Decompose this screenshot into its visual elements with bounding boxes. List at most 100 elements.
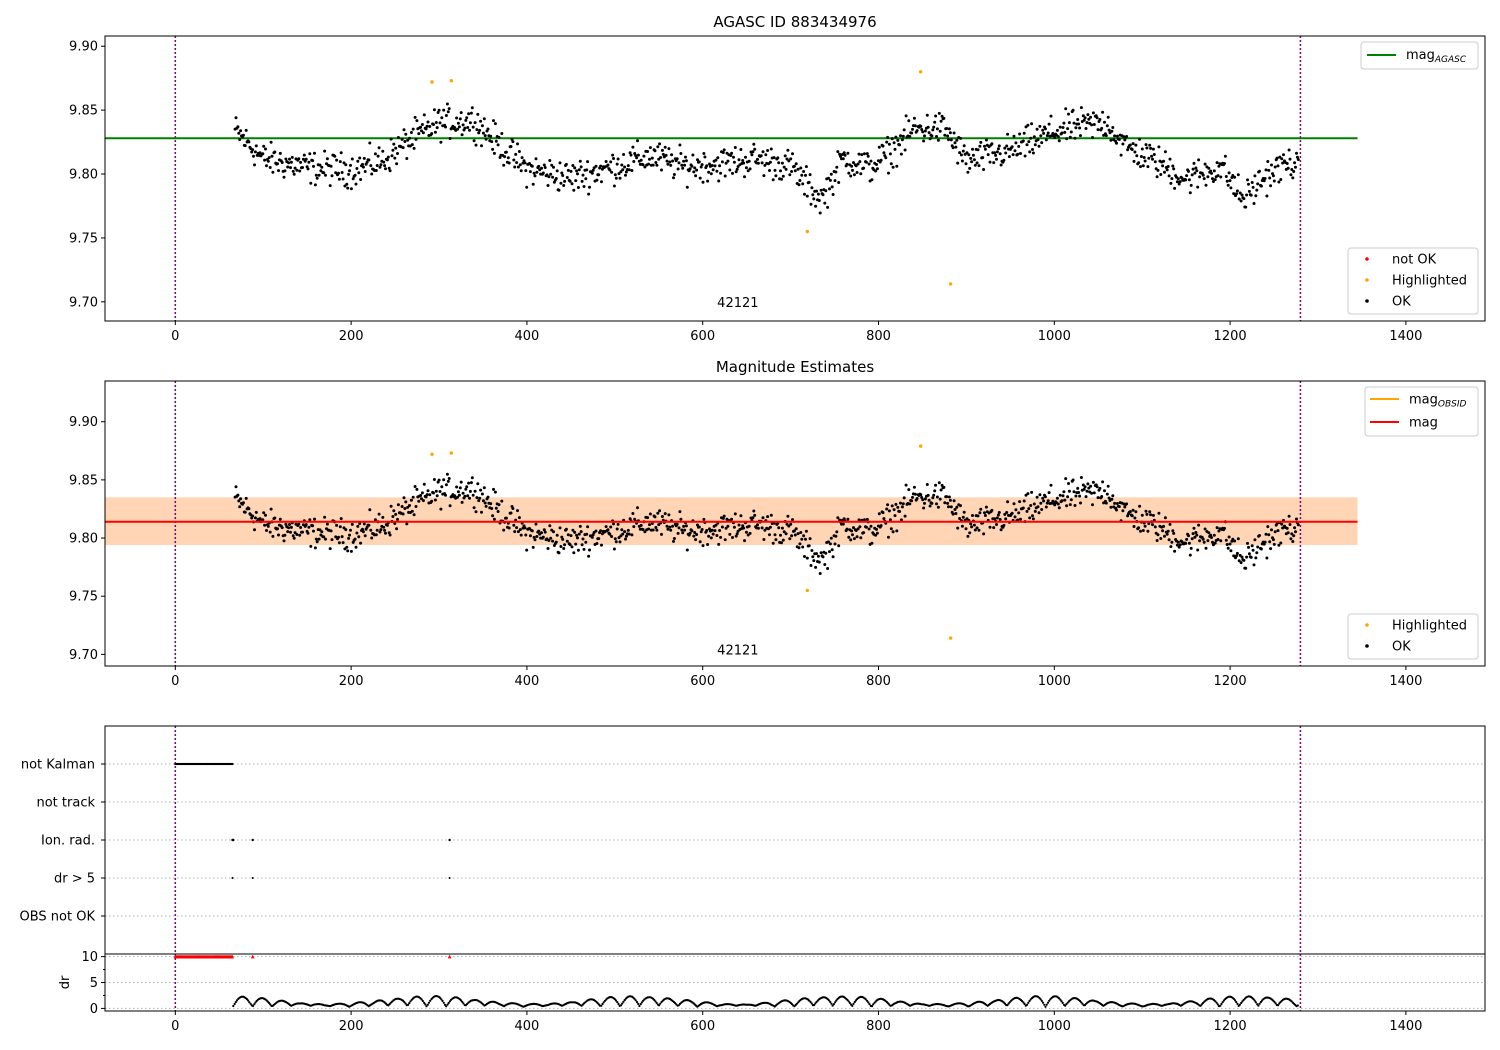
data-point [617,172,621,176]
data-point [735,532,739,536]
data-point [290,155,294,159]
data-point [640,1001,644,1004]
data-point [306,167,310,171]
data-point [948,282,953,286]
data-point [930,134,934,138]
data-point [935,502,938,506]
data-point [1096,496,1100,500]
data-point [1194,531,1198,534]
data-point [404,1002,407,1005]
data-point [1203,162,1207,166]
data-point [996,147,1000,151]
data-point [612,157,615,160]
data-point [1258,534,1261,537]
data-point [979,140,983,144]
data-point [1175,543,1179,547]
data-point [288,523,291,526]
data-point [814,204,818,208]
data-point [742,526,746,530]
data-point [1187,178,1191,182]
data-point [1196,185,1200,189]
estimates-xtick-label: 400 [514,674,539,689]
data-point [888,152,892,156]
data-point [1096,128,1100,132]
data-point [984,138,988,142]
data-point [458,486,462,490]
data-point [831,555,835,559]
data-point [1292,534,1296,538]
data-point [693,166,697,170]
data-point [577,532,581,536]
data-point [671,159,675,163]
data-point [1176,177,1180,181]
data-point [1011,153,1015,157]
data-point [317,537,321,541]
data-point [333,154,337,158]
data-point [1247,545,1250,549]
data-point [1110,497,1114,501]
data-point [1126,148,1130,152]
data-point [1031,148,1034,151]
obsid-label: 42121 [717,296,758,311]
data-point [492,487,495,491]
data-point [1139,155,1143,158]
data-point [962,144,966,148]
estimates-ytick-label: 9.90 [69,415,98,430]
data-point [1187,541,1191,545]
agasc-ytick-label: 9.75 [69,231,98,246]
data-point [859,172,863,176]
data-point [551,539,555,543]
data-point [565,539,569,543]
data-point [322,171,326,175]
data-point [703,155,707,159]
data-point [627,168,631,172]
data-point [444,114,448,117]
data-point [482,117,486,121]
data-point [867,1001,870,1004]
data-point [1046,1001,1050,1004]
data-point [951,512,955,516]
data-point [504,150,508,154]
data-point [869,159,873,163]
data-point [789,157,793,161]
data-point [578,524,582,528]
data-point [438,121,442,125]
data-point [1259,184,1263,188]
data-point [1018,132,1022,136]
data-point [289,530,292,534]
data-point [472,506,476,510]
data-point [484,504,488,508]
data-point [889,527,893,531]
data-point [636,506,639,510]
data-point [370,536,374,540]
data-point [1068,135,1072,139]
data-point [970,160,974,164]
data-point [827,540,830,544]
data-point [1074,494,1078,498]
data-point [902,496,906,500]
data-point [833,542,837,546]
data-point [1071,108,1075,112]
data-point [904,114,908,118]
data-point [481,131,485,135]
data-point [613,537,617,541]
data-point [355,531,359,535]
data-point [517,516,521,520]
data-point [817,560,821,564]
data-point [384,167,387,171]
data-point [706,543,710,546]
data-point [313,517,316,521]
data-point [636,153,640,157]
data-point [948,636,953,640]
data-point [815,189,818,193]
data-point [631,512,635,515]
data-point [750,153,754,157]
data-point [814,1002,817,1005]
data-point [1058,125,1062,129]
data-point [1081,114,1085,118]
data-point [760,161,764,165]
data-point [307,525,311,529]
data-point [1064,107,1068,111]
chart-title: AGASC ID 883434976 [713,13,876,31]
data-point [356,159,360,163]
